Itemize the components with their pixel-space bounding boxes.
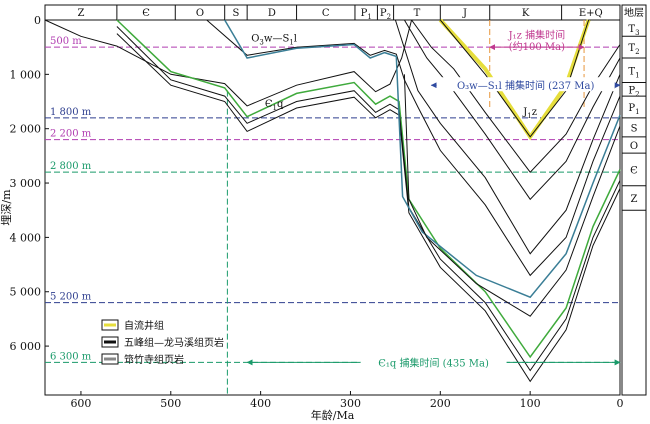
y-tick-label: 1 000	[10, 68, 42, 81]
strata-label: S	[631, 123, 638, 134]
strata-label: Є	[630, 165, 638, 176]
capture-label: Є₁q 捕集时间 (435 Ma)	[378, 356, 489, 369]
y-tick-label: 4 000	[10, 231, 42, 244]
burial-curve	[394, 19, 621, 255]
period-label: J	[462, 8, 467, 19]
burial-curve	[439, 19, 590, 138]
strata-label: T1	[628, 66, 639, 79]
period-label: D	[268, 8, 276, 19]
strata-label: P1	[628, 103, 639, 116]
depth-marker-label: 2 800 m	[50, 161, 92, 172]
depth-marker-label: 2 200 m	[50, 129, 92, 140]
period-label: C	[322, 8, 330, 19]
burial-curve	[44, 19, 413, 107]
burial-curve	[411, 19, 621, 173]
period-label: Z	[77, 8, 84, 19]
y-tick-label: 5 000	[10, 286, 42, 299]
plot-frame	[44, 4, 621, 396]
period-label: S	[232, 8, 239, 19]
burial-curve	[403, 19, 621, 201]
burial-curve	[206, 19, 621, 277]
depth-marker-label: 6 300 m	[50, 351, 92, 362]
strata-label: O	[630, 141, 638, 152]
capture-label: J₁z 捕集时间	[508, 29, 565, 42]
period-label: E+Q	[579, 8, 603, 19]
y-tick-label: 3 000	[10, 177, 42, 190]
x-tick-label: 0	[617, 397, 624, 410]
strata-label: Z	[631, 194, 638, 205]
capture-label: O₃w—S₁l 捕集时间 (237 Ma)	[457, 79, 595, 92]
legend-label: 五峰组—龙马溪组页岩	[124, 336, 224, 349]
curve-label: J1z	[522, 107, 537, 120]
strata-label: T3	[628, 24, 639, 37]
strata-column	[621, 4, 647, 396]
capture-label-line2: (约100 Ma)	[509, 40, 565, 53]
burial-curve	[224, 19, 621, 299]
x-tick-label: 300	[340, 397, 361, 410]
depth-marker-label: 1 800 m	[50, 107, 92, 118]
period-label: O	[196, 8, 204, 19]
y-tick-label: 0	[34, 14, 41, 27]
period-label: K	[522, 8, 530, 19]
strata-header: 地层	[624, 6, 644, 19]
period-label: Є	[142, 8, 150, 19]
capture-label-bg	[360, 354, 507, 369]
y-tick-label: 6 000	[10, 340, 42, 353]
strata-label: T2	[628, 43, 639, 56]
depth-marker-label: 500 m	[50, 36, 82, 47]
burial-curve	[116, 19, 621, 359]
x-axis-label: 年龄/Ma	[311, 408, 355, 422]
burial-curve	[116, 26, 621, 372]
y-tick-label: 2 000	[10, 123, 42, 136]
strata-label: P2	[628, 85, 639, 98]
x-tick-label: 200	[430, 397, 451, 410]
x-tick-label: 600	[70, 397, 91, 410]
y-axis-label: 埋深/m	[0, 189, 13, 226]
legend-label: 自流井组	[124, 319, 164, 332]
period-label: P1	[361, 8, 372, 21]
burial-curve	[403, 74, 621, 317]
x-tick-label: 400	[250, 397, 271, 410]
burial-curve	[116, 33, 621, 383]
x-tick-label: 500	[160, 397, 181, 410]
curve-label: O3w—S1l	[251, 34, 297, 47]
period-label: T	[414, 8, 421, 19]
legend-label: 筇竹寺组页岩	[124, 353, 184, 366]
depth-marker-label: 5 200 m	[50, 292, 92, 303]
curve-label: Є1q	[265, 99, 284, 112]
capture-label-bg	[436, 77, 615, 92]
x-tick-label: 100	[520, 397, 541, 410]
period-label: P2	[380, 8, 391, 21]
